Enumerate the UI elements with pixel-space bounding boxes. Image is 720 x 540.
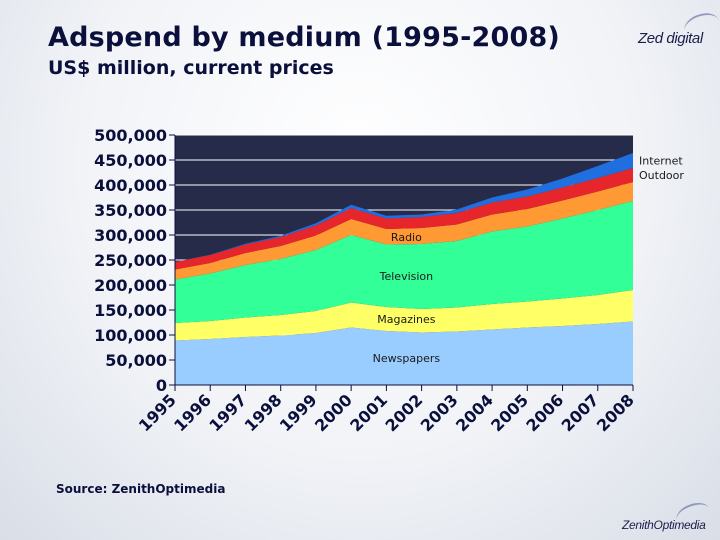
y-tick-label: 50,000 bbox=[105, 351, 167, 370]
y-tick-label: 450,000 bbox=[94, 151, 167, 170]
area-magazines bbox=[175, 290, 633, 341]
zed-digital-logo: Zed digital bbox=[638, 9, 720, 47]
x-tick-label: 2004 bbox=[452, 390, 497, 435]
area-outdoor bbox=[175, 168, 633, 270]
x-tick-label: 2001 bbox=[346, 390, 391, 435]
x-tick-label: 1997 bbox=[205, 390, 250, 435]
y-tick-label: 300,000 bbox=[94, 226, 167, 245]
x-axis: 1995199619971998199920002001200220032004… bbox=[135, 384, 638, 435]
x-tick-label: 2000 bbox=[311, 390, 356, 435]
x-tick-label: 1995 bbox=[135, 390, 180, 435]
area-radio bbox=[175, 182, 633, 280]
page-title: Adspend by medium (1995-2008) bbox=[48, 22, 560, 53]
y-tick-label: 200,000 bbox=[94, 276, 167, 295]
y-tick-label: 350,000 bbox=[94, 201, 167, 220]
y-tick-label: 100,000 bbox=[94, 326, 167, 345]
y-tick-label: 400,000 bbox=[94, 176, 167, 195]
x-tick-label: 1999 bbox=[276, 390, 321, 435]
x-tick-label: 2007 bbox=[558, 390, 603, 435]
x-tick-label: 2005 bbox=[487, 390, 532, 435]
series-label-internet: Internet bbox=[639, 155, 683, 168]
x-tick-label: 2002 bbox=[382, 390, 427, 435]
area-newspapers bbox=[175, 321, 633, 385]
zenith-optimedia-logo-text: ZenithOptimedia bbox=[622, 518, 706, 532]
series-label-television: Television bbox=[379, 270, 434, 283]
x-tick-label: 1998 bbox=[241, 390, 286, 435]
series-label-newspapers: Newspapers bbox=[373, 352, 441, 365]
area-television bbox=[175, 201, 633, 323]
zed-digital-logo-text: Zed digital bbox=[638, 30, 703, 47]
y-axis: 0 50,000 100,000 150,000 200,000 250,000 300,0… bbox=[94, 126, 176, 395]
x-tick-label: 2003 bbox=[417, 390, 462, 435]
y-tick-label: 0 bbox=[156, 376, 167, 395]
series-label-radio: Radio bbox=[391, 231, 422, 244]
x-tick-label: 2006 bbox=[522, 390, 567, 435]
source-note: Source: ZenithOptimedia bbox=[56, 482, 226, 496]
y-tick-label: 150,000 bbox=[94, 301, 167, 320]
x-tick-label: 1996 bbox=[170, 390, 215, 435]
series-label-outdoor: Outdoor bbox=[639, 169, 684, 182]
series-label-magazines: Magazines bbox=[377, 313, 436, 326]
series-labels: Newspapers Magazines Television Radio Outdoo… bbox=[373, 155, 685, 366]
x-tick-label: 2008 bbox=[593, 390, 638, 435]
y-tick-label: 500,000 bbox=[94, 126, 167, 145]
zenith-optimedia-logo: ZenithOptimedia bbox=[622, 498, 713, 532]
page-subtitle: US$ million, current prices bbox=[48, 57, 334, 79]
series-areas bbox=[175, 153, 633, 385]
y-tick-label: 250,000 bbox=[94, 251, 167, 270]
